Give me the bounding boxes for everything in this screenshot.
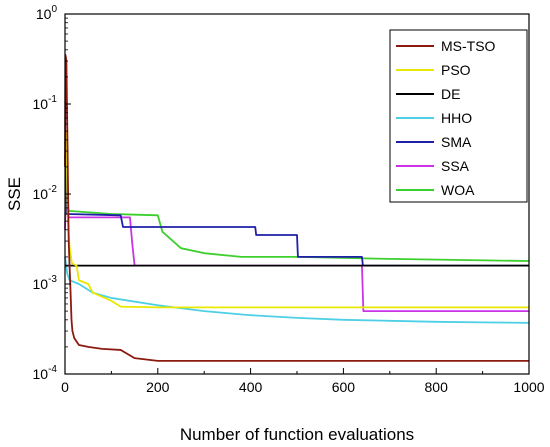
x-tick-label: 800 [425,379,449,395]
legend-label: DE [441,86,460,102]
x-tick-label: 200 [146,379,170,395]
legend-label: HHO [441,110,472,126]
x-axis-label: Number of function evaluations [180,425,414,444]
y-tick-label: 10-2 [33,184,58,202]
y-tick-label: 10-1 [33,94,58,112]
x-tick-label: 600 [332,379,356,395]
series-layer [64,54,530,362]
legend-label: SSA [441,158,470,174]
y-tick-label: 100 [36,4,58,22]
legend: MS-TSO PSO DE HHO SMA SSA WOA [389,29,528,203]
legend-label: SMA [441,134,472,150]
legend-label: PSO [441,62,471,78]
x-tick-label: 400 [239,379,263,395]
series-line-ms-tso [64,54,529,362]
y-tick-label: 10-4 [33,364,58,382]
y-tick-label: 10-3 [33,274,58,292]
y-axis-ticks: 100 10-1 10-2 10-3 10-4 [33,4,71,382]
legend-box [389,29,528,203]
x-axis-ticks: 0 200 400 600 800 1000 [61,368,545,395]
legend-label: MS-TSO [441,38,496,54]
series-line-hho [64,256,530,324]
x-tick-label: 0 [61,379,69,395]
legend-label: WOA [441,182,475,198]
x-tick-label: 1000 [513,379,544,395]
y-axis-label: SSE [5,177,24,211]
